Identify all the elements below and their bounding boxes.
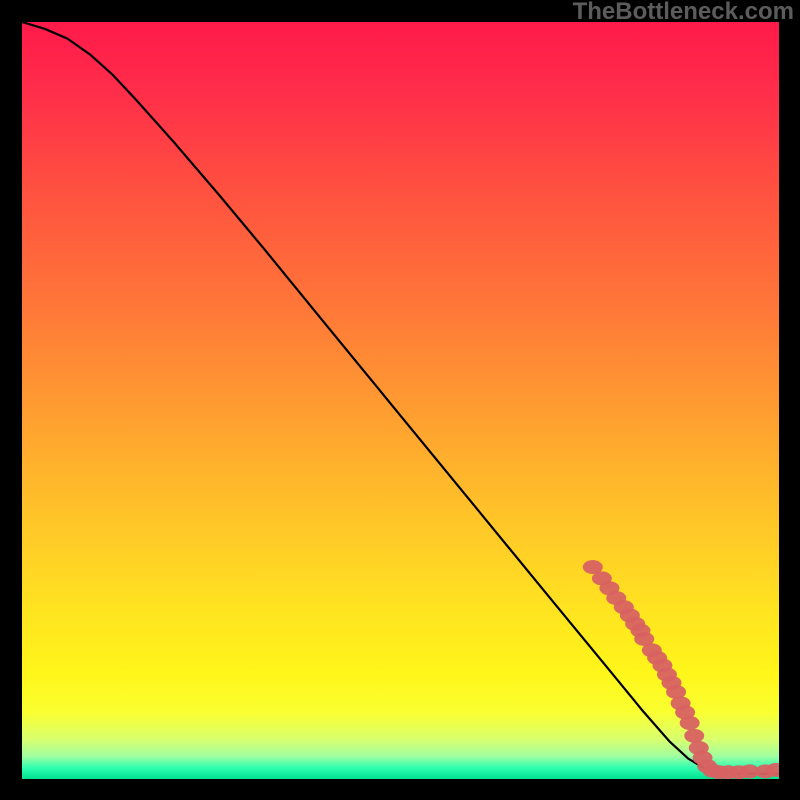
data-marker	[680, 716, 700, 730]
chart-overlay	[22, 22, 779, 779]
marker-group	[583, 560, 779, 779]
chart-container: TheBottleneck.com	[0, 0, 800, 800]
watermark-text: TheBottleneck.com	[573, 0, 794, 26]
data-marker	[684, 729, 704, 743]
plot-area	[22, 22, 779, 779]
